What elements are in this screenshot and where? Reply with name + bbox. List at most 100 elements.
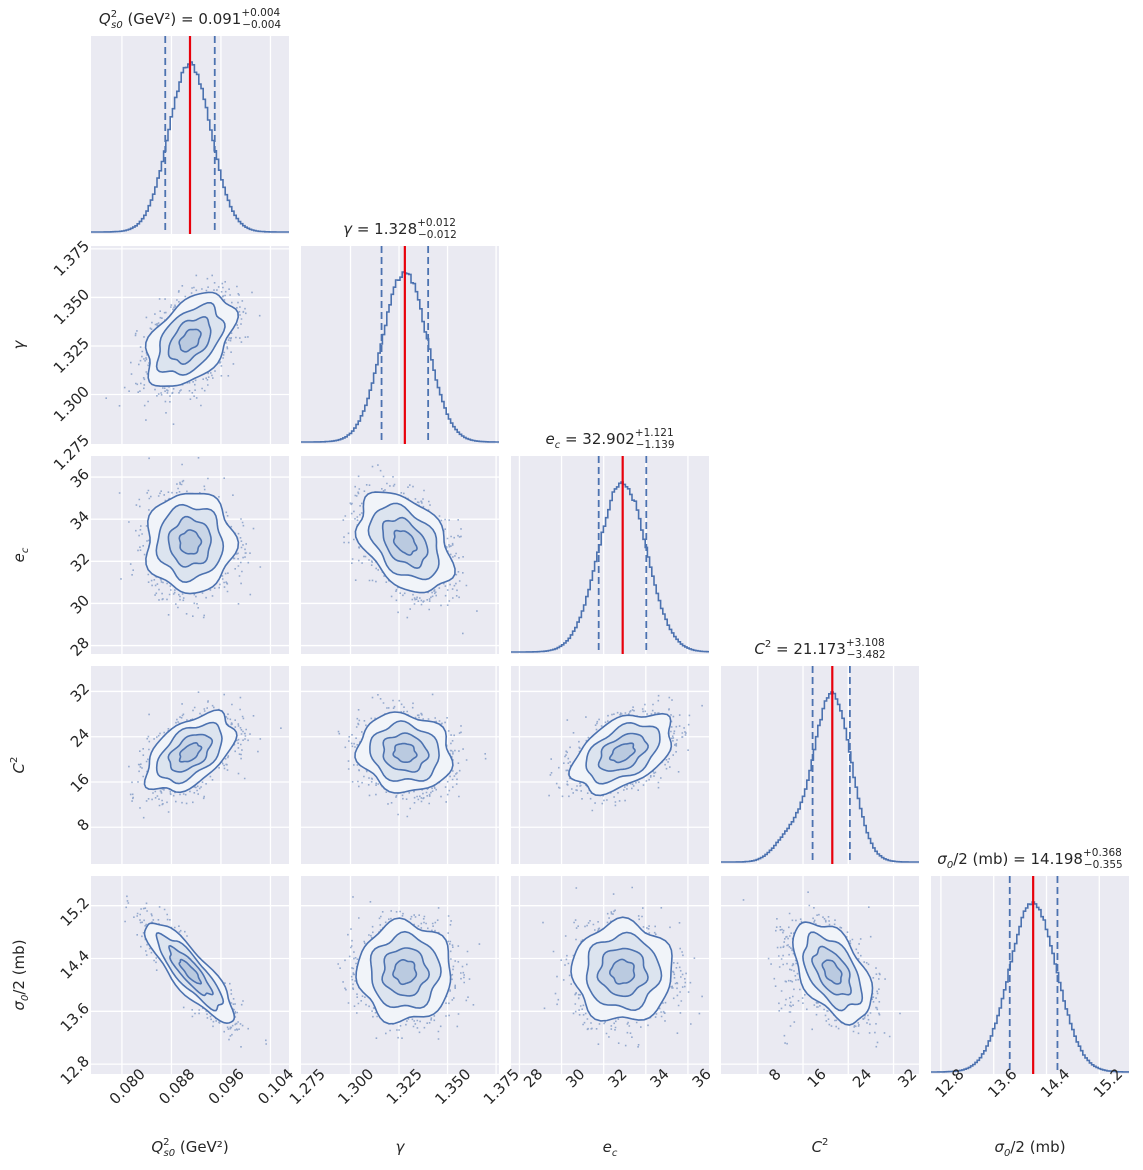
density-shade	[179, 529, 202, 554]
scatter-panel-C2-vs-Qs0	[91, 666, 289, 864]
density-contour	[608, 958, 636, 985]
density-contour	[354, 491, 456, 594]
density-shade	[392, 959, 417, 985]
density-shade	[156, 932, 224, 1011]
density-contour	[585, 931, 663, 1012]
density-region	[144, 709, 237, 793]
panel-background	[301, 246, 499, 444]
histogram-step	[511, 481, 709, 653]
density-contour	[178, 958, 203, 985]
density-contour	[155, 721, 223, 785]
density-contour	[392, 742, 418, 763]
density-shade	[370, 931, 441, 1009]
density-shade	[179, 959, 202, 984]
y-axis-label-sigma0: σ0/2 (mb)	[10, 939, 31, 1010]
y-tick-label: 1.325	[50, 334, 93, 377]
density-contour	[144, 291, 240, 388]
density-contour	[178, 741, 203, 763]
density-contour	[369, 930, 442, 1009]
density-contour	[168, 944, 214, 997]
y-tick-label: 32	[67, 549, 93, 575]
density-contour	[608, 742, 636, 764]
density-region	[145, 292, 239, 387]
histogram-step	[931, 901, 1129, 1073]
density-shade	[144, 923, 235, 1024]
hist-panel-Qs0	[91, 36, 289, 234]
histogram-step	[721, 691, 919, 863]
density-shade	[393, 743, 417, 763]
y-tick-label: 12.8	[57, 1052, 93, 1088]
density-shade	[383, 733, 429, 772]
y-tick-label: 28	[67, 634, 93, 660]
density-shade	[156, 504, 224, 583]
density-contour	[178, 328, 202, 353]
density-contour	[354, 711, 454, 794]
density-region	[145, 493, 239, 594]
histogram-step	[301, 271, 499, 443]
density-contour	[791, 921, 874, 1026]
scatter-panel-sigma0-vs-gamma	[301, 876, 499, 1074]
y-tick-label: 15.2	[57, 894, 93, 930]
title-C2: C2 = 21.173+3.108 −3.482	[754, 637, 885, 661]
density-contour	[178, 529, 203, 555]
scatter-panel-sigma0-vs-Qs0	[91, 876, 289, 1074]
density-contour	[355, 917, 452, 1025]
density-contour	[568, 712, 673, 797]
y-tick-label: 1.300	[50, 382, 93, 425]
density-contour	[167, 316, 212, 366]
x-axis-label-ec: ec	[603, 1138, 618, 1159]
y-axis-label-C2: C2	[9, 757, 28, 774]
y-axis-label-ec: ec	[10, 547, 31, 562]
density-shade	[145, 292, 239, 387]
density-contour	[145, 492, 240, 595]
density-contour	[570, 916, 673, 1022]
density-shade	[179, 742, 202, 762]
density-shade	[168, 516, 212, 567]
density-contour	[821, 959, 843, 985]
hist-panel-gamma	[301, 246, 499, 444]
y-tick-label: 16	[67, 770, 93, 796]
y-tick-label: 1.375	[50, 237, 93, 280]
x-axis-label-Qs0: Q2 s0 (GeV²)	[151, 1137, 228, 1159]
density-shade	[382, 948, 430, 996]
y-tick-label: 34	[67, 507, 93, 533]
density-shade	[368, 503, 439, 580]
hist-panel-sigma0	[931, 876, 1129, 1074]
density-contour	[596, 947, 649, 998]
hist-panel-C2	[721, 666, 919, 864]
x-axis-label-sigma0: σ0/2 (mb)	[994, 1138, 1065, 1159]
density-shade	[145, 493, 239, 594]
panel-background	[931, 876, 1129, 1074]
y-tick-label: 1.275	[50, 431, 93, 474]
scatter-panel-sigma0-vs-C2	[721, 876, 919, 1074]
sample-points	[742, 891, 901, 1048]
density-region	[792, 922, 873, 1025]
panel-background	[511, 456, 709, 654]
density-shade	[609, 959, 635, 984]
density-contour	[167, 733, 214, 773]
y-tick-label: 14.4	[57, 946, 93, 982]
title-ec: ec = 32.902+1.121 −1.139	[545, 427, 674, 451]
density-contour	[381, 516, 429, 570]
scatter-panel-C2-vs-ec	[511, 666, 709, 864]
hist-panel-ec	[511, 456, 709, 654]
scatter-panel-ec-vs-gamma	[301, 456, 499, 654]
density-contour	[369, 720, 440, 782]
density-shade	[169, 945, 213, 996]
y-tick-label: 36	[67, 465, 93, 491]
y-tick-label: 30	[67, 591, 93, 617]
density-contour	[811, 945, 852, 996]
panel-background	[721, 666, 919, 864]
density-contour	[367, 502, 440, 581]
title-gamma: γ = 1.328+0.012 −0.012	[343, 217, 457, 241]
density-shade	[597, 948, 648, 997]
y-tick-label: 32	[67, 679, 93, 705]
density-region	[144, 923, 235, 1024]
density-shade	[144, 709, 237, 793]
density-contour	[381, 947, 431, 997]
y-axis-label-gamma: γ	[10, 339, 28, 349]
title-sigma0: σ0/2 (mb) = 14.198+0.368 −0.355	[937, 847, 1122, 871]
density-contour	[597, 732, 649, 772]
y-tick-label: 13.6	[57, 999, 93, 1035]
